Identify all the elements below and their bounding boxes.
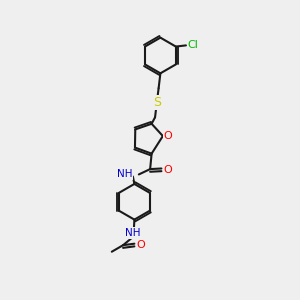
Text: NH: NH — [125, 228, 141, 238]
Text: NH: NH — [117, 169, 133, 179]
Text: S: S — [153, 96, 161, 109]
Text: Cl: Cl — [188, 40, 198, 50]
Text: O: O — [164, 165, 172, 175]
Text: O: O — [164, 131, 172, 141]
Text: O: O — [136, 240, 145, 250]
